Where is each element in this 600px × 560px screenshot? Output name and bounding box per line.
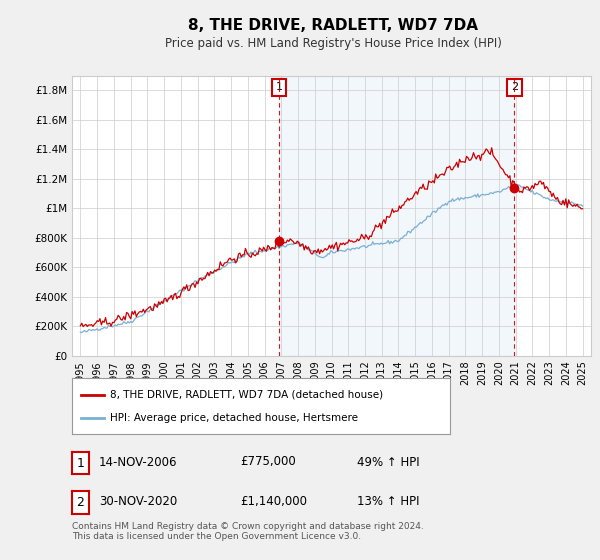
Text: 14-NOV-2006: 14-NOV-2006	[99, 455, 178, 469]
Text: 30-NOV-2020: 30-NOV-2020	[99, 494, 177, 508]
Text: 13% ↑ HPI: 13% ↑ HPI	[357, 494, 419, 508]
Text: HPI: Average price, detached house, Hertsmere: HPI: Average price, detached house, Hert…	[110, 413, 358, 423]
Text: 2: 2	[76, 496, 85, 509]
Text: 1: 1	[275, 82, 283, 92]
Text: Price paid vs. HM Land Registry's House Price Index (HPI): Price paid vs. HM Land Registry's House …	[164, 36, 502, 50]
Text: £775,000: £775,000	[240, 455, 296, 469]
Text: 49% ↑ HPI: 49% ↑ HPI	[357, 455, 419, 469]
Text: £1,140,000: £1,140,000	[240, 494, 307, 508]
Text: 8, THE DRIVE, RADLETT, WD7 7DA: 8, THE DRIVE, RADLETT, WD7 7DA	[188, 18, 478, 32]
Text: 8, THE DRIVE, RADLETT, WD7 7DA (detached house): 8, THE DRIVE, RADLETT, WD7 7DA (detached…	[110, 390, 383, 400]
Text: 1: 1	[76, 456, 85, 470]
Text: 2: 2	[511, 82, 518, 92]
Bar	[279, 76, 514, 356]
Text: Contains HM Land Registry data © Crown copyright and database right 2024.
This d: Contains HM Land Registry data © Crown c…	[72, 522, 424, 542]
